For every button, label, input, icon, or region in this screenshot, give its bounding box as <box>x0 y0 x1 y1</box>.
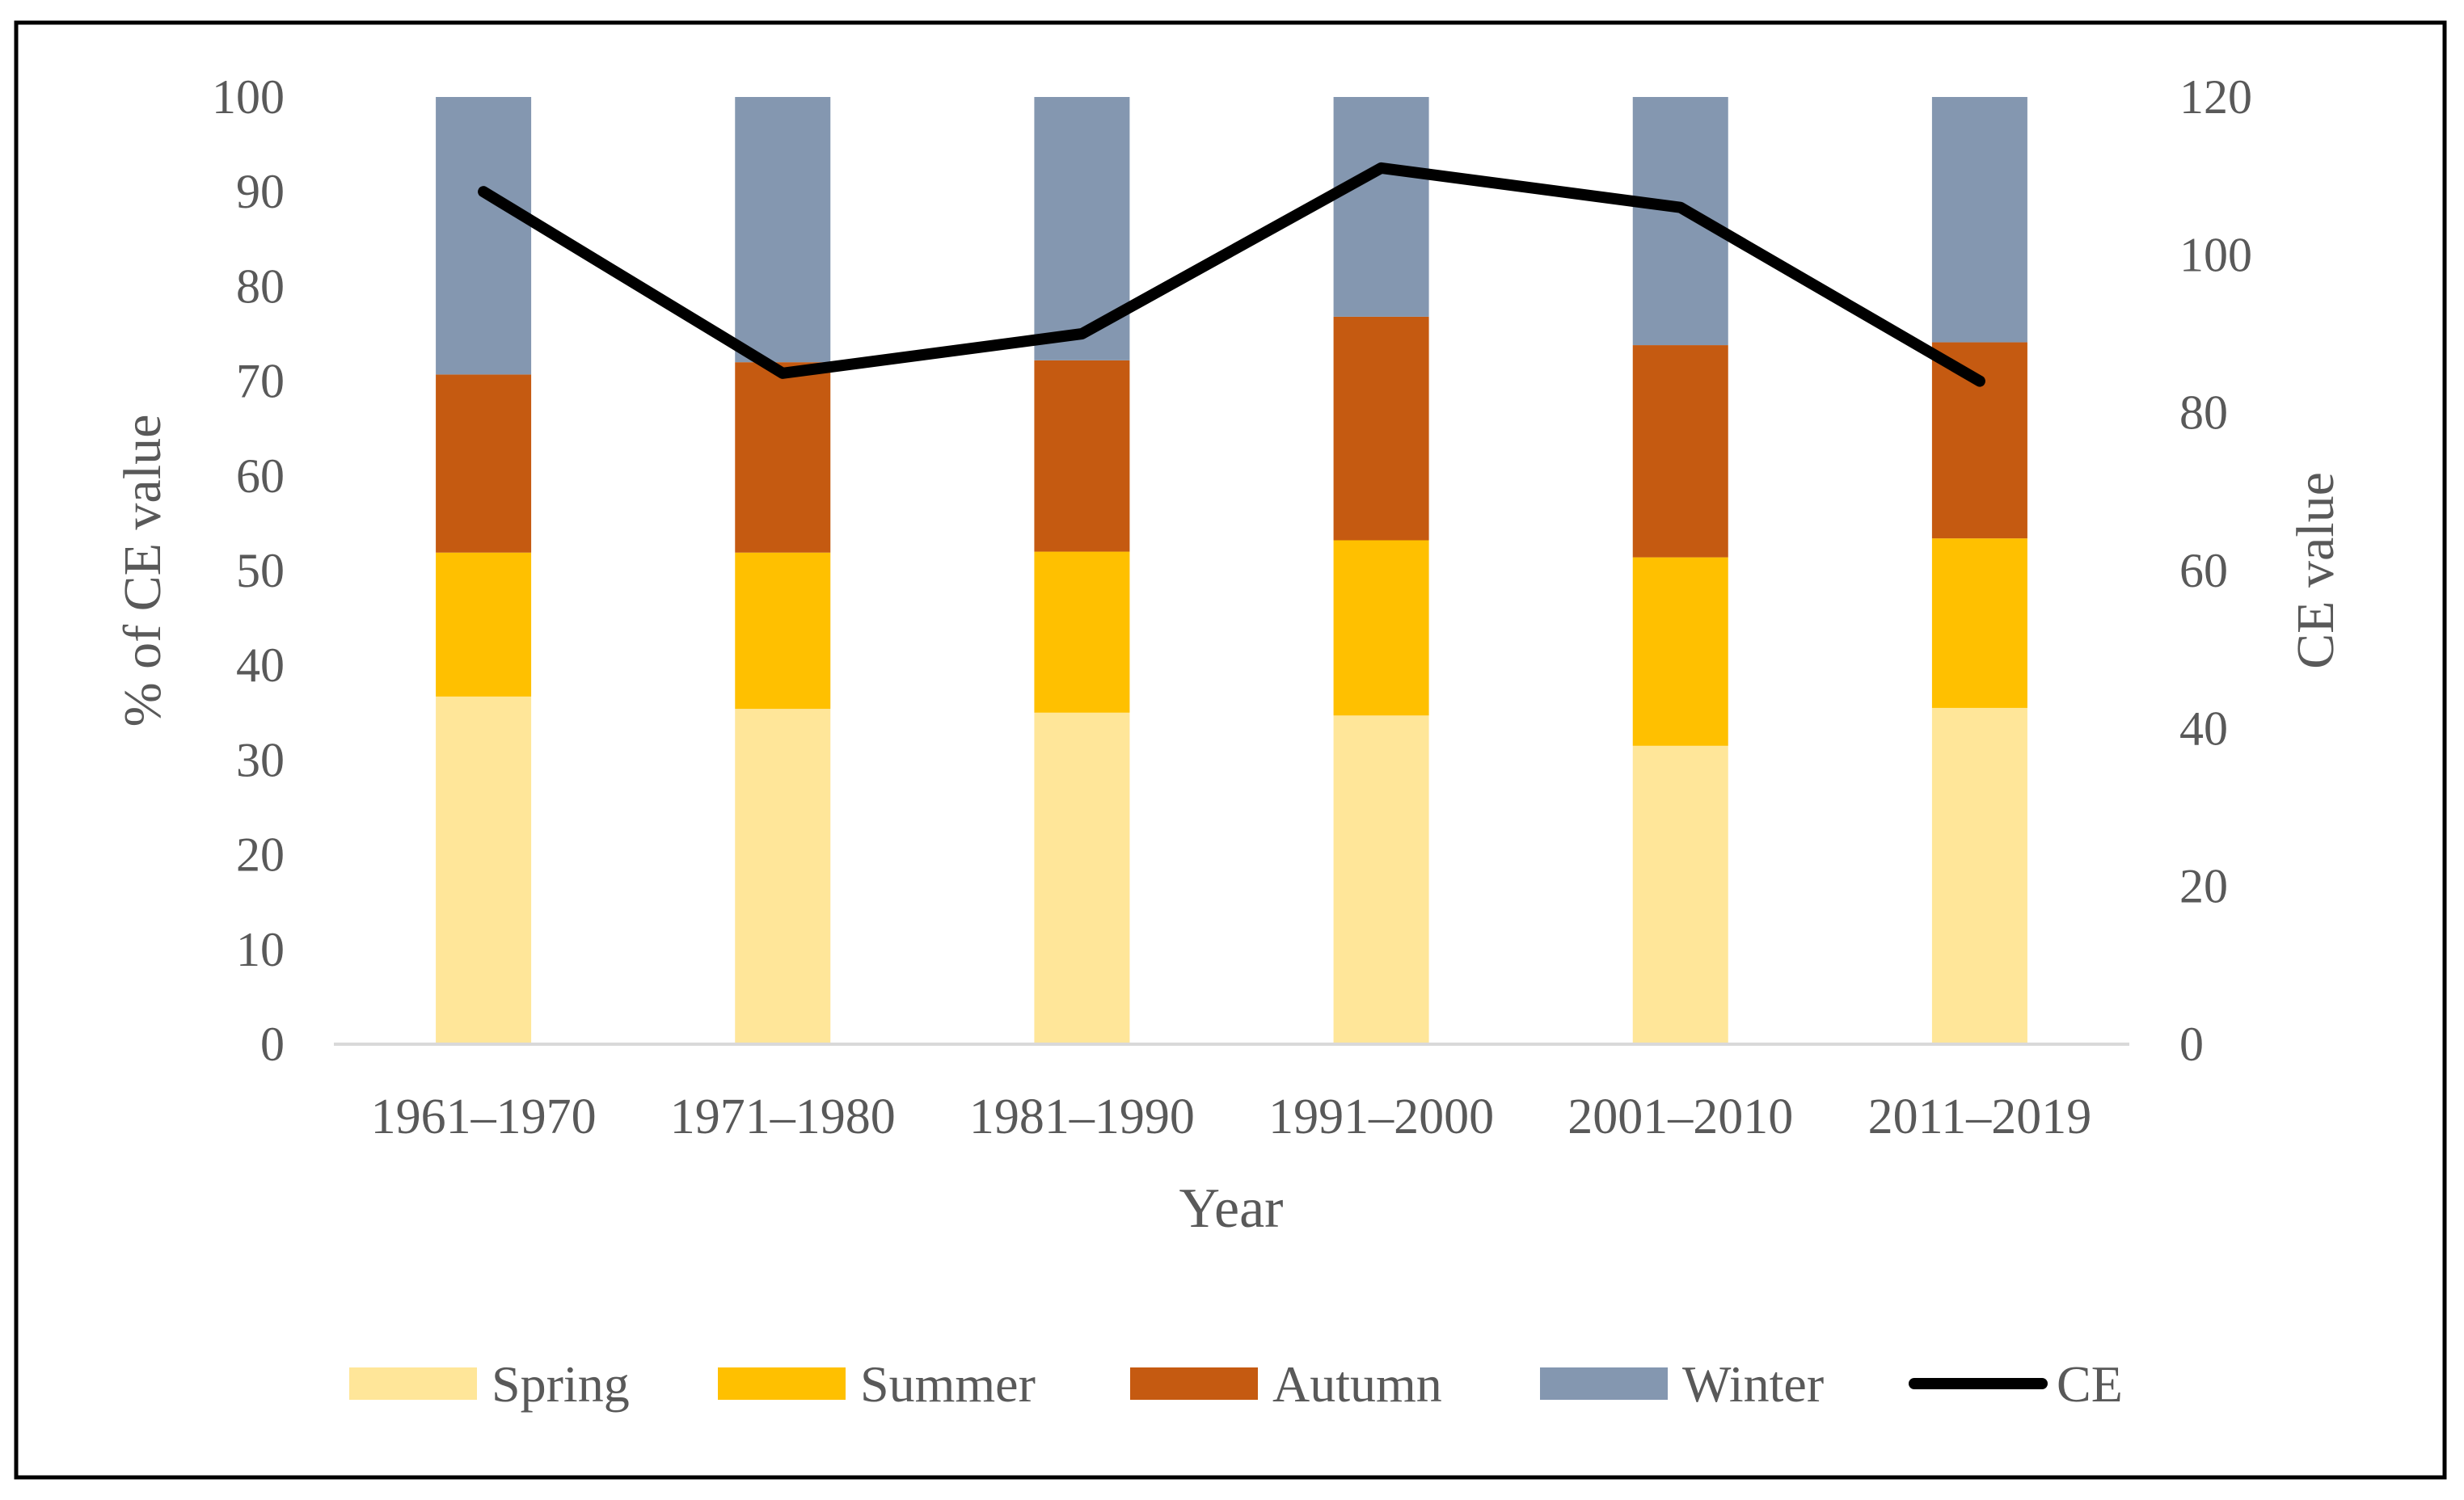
ce-point <box>1675 202 1686 213</box>
y-tick-label: 90 <box>236 165 285 218</box>
bar-winter <box>1333 97 1429 317</box>
bar-winter <box>436 97 532 375</box>
ce-point <box>1974 376 1985 386</box>
y-tick-label: 30 <box>236 733 285 786</box>
y2-axis-title: CE value <box>2286 472 2345 669</box>
bar-autumn <box>436 374 532 553</box>
ce-line-layer <box>478 162 1985 387</box>
legend-label: CE <box>2057 1355 2123 1413</box>
y-tick-label: 80 <box>236 259 285 313</box>
legend-swatch-summer <box>718 1367 846 1400</box>
legend-label: Winter <box>1682 1355 1824 1413</box>
y-axis-title: % of CE value <box>113 415 172 727</box>
bar-autumn <box>1333 316 1429 541</box>
y-tick-label: 20 <box>236 828 285 882</box>
bar-autumn <box>1931 342 2027 539</box>
bar-spring <box>1931 707 2027 1044</box>
bar-spring <box>1034 712 1130 1044</box>
x-tick-label: 1961–1970 <box>371 1089 597 1144</box>
bar-spring <box>735 709 831 1044</box>
y-tick-label: 10 <box>236 923 285 976</box>
bar-summer <box>436 552 532 697</box>
y2-tick-label: 80 <box>2179 386 2228 440</box>
x-tick-label: 1981–1990 <box>969 1089 1195 1144</box>
bar-spring <box>1333 715 1429 1044</box>
bar-summer <box>1632 557 1728 746</box>
x-tick-label: 1991–2000 <box>1268 1089 1494 1144</box>
bar-spring <box>1632 745 1728 1044</box>
y-tick-label: 50 <box>236 544 285 597</box>
bar-winter <box>1931 97 2027 343</box>
ce-point <box>479 187 489 197</box>
ce-point <box>1077 329 1087 339</box>
legend-label: Spring <box>492 1355 630 1413</box>
legend-swatch-autumn <box>1130 1367 1258 1400</box>
bar-summer <box>735 552 831 710</box>
legend-swatch-spring <box>349 1367 477 1400</box>
x-axis-ticks: 1961–1970 1971–1980 1981–1990 1991–2000 2001… <box>371 1089 2092 1144</box>
right-axis-ticks: 0 20 40 60 80 100 120 <box>2179 70 2252 1071</box>
bar-autumn <box>1632 345 1728 558</box>
bar-summer <box>1034 551 1130 713</box>
y2-tick-label: 40 <box>2179 702 2228 755</box>
y2-tick-label: 20 <box>2179 860 2228 913</box>
bar-autumn <box>735 362 831 553</box>
y2-tick-label: 120 <box>2179 70 2252 124</box>
bar-spring <box>436 696 532 1044</box>
bar-winter <box>735 97 831 363</box>
y-tick-label: 60 <box>236 449 285 503</box>
bar-summer <box>1931 538 2027 708</box>
y2-tick-label: 0 <box>2179 1018 2204 1071</box>
x-tick-label: 1971–1980 <box>670 1089 896 1144</box>
y2-tick-label: 60 <box>2179 544 2228 597</box>
bars-layer <box>436 97 2027 1044</box>
legend-label: Autumn <box>1272 1355 1442 1413</box>
bar-autumn <box>1034 360 1130 552</box>
y-tick-label: 70 <box>236 355 285 408</box>
chart-border <box>14 20 2447 1480</box>
ce-point <box>1376 162 1386 173</box>
y-tick-label: 100 <box>212 70 285 124</box>
bar-summer <box>1333 540 1429 716</box>
x-tick-label: 2001–2010 <box>1567 1089 1793 1144</box>
y-tick-label: 40 <box>236 638 285 692</box>
legend-label: Summer <box>860 1355 1036 1413</box>
ce-point <box>778 368 788 378</box>
y2-tick-label: 100 <box>2179 228 2252 281</box>
legend-swatch-winter <box>1540 1367 1668 1400</box>
x-tick-label: 2011–2019 <box>1868 1089 2092 1144</box>
left-axis-ticks: 0 10 20 30 40 50 60 70 80 90 100 <box>212 70 285 1071</box>
x-axis-title: Year <box>1179 1178 1284 1240</box>
legend: Spring Summer Autumn Winter CE <box>349 1355 2123 1413</box>
ce-line <box>478 162 1985 387</box>
y-tick-label: 0 <box>260 1018 285 1071</box>
